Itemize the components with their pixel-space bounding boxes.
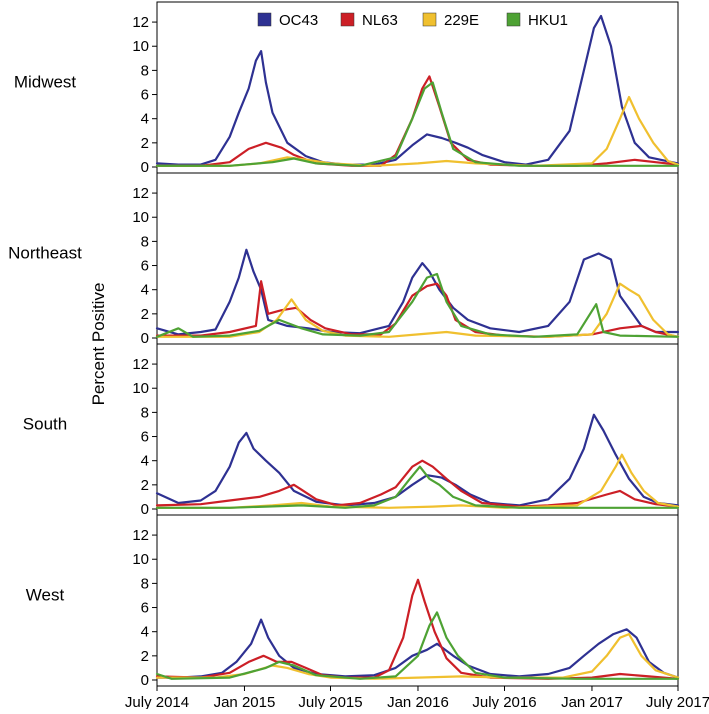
y-tick-label: 12 [132, 527, 149, 544]
y-tick-label: 8 [141, 404, 149, 421]
legend-swatch-229e [422, 12, 437, 27]
y-tick-label: 10 [132, 551, 149, 568]
y-axis-label: Percent Positive [89, 283, 108, 406]
panel-south: 0 2 4 6 8 10 12 South [23, 343, 680, 518]
x-tick-label: July 2014 [125, 694, 189, 709]
series-line-oc43 [155, 14, 680, 166]
legend-swatch-nl63 [340, 12, 355, 27]
y-tick-label: 8 [141, 575, 149, 592]
x-tick-label: Jan 2016 [387, 694, 449, 709]
series-line-oc43 [155, 618, 680, 679]
y-tick-label: 12 [132, 185, 149, 202]
panel-midwest: 0 2 4 6 8 10 12 Midwest [14, 1, 680, 176]
x-tick-label: July 2015 [298, 694, 362, 709]
legend-swatch-oc43 [257, 12, 272, 27]
y-tick-label: 10 [132, 380, 149, 397]
legend-label-hku1: HKU1 [528, 12, 568, 29]
legend-label-oc43: OC43 [279, 12, 318, 29]
panel-label-midwest: Midwest [14, 73, 77, 92]
y-tick-label: 6 [141, 429, 149, 446]
panel-label-south: South [23, 415, 67, 434]
legend-swatch-hku1 [506, 12, 521, 27]
y-tick-label: 4 [141, 624, 149, 641]
y-tick-label: 4 [141, 453, 149, 470]
x-tick-label: Jan 2017 [561, 694, 623, 709]
y-tick-label: 0 [141, 672, 149, 689]
series-line-oc43 [155, 248, 680, 336]
y-tick-label: 8 [141, 233, 149, 250]
y-tick-label: 12 [132, 356, 149, 373]
y-tick-label: 0 [141, 159, 149, 176]
panel-frame [156, 514, 679, 687]
y-tick-label: 2 [141, 135, 149, 152]
series-line-229e [155, 95, 680, 167]
x-tick-label: July 2016 [472, 694, 536, 709]
panel-label-west: West [26, 586, 65, 605]
y-tick-label: 0 [141, 330, 149, 347]
y-tick-label: 4 [141, 282, 149, 299]
x-tick-label: July 2017 [646, 694, 709, 709]
series-line-oc43 [155, 413, 680, 507]
legend-label-nl63: NL63 [362, 12, 398, 29]
panel-frame [156, 343, 679, 516]
series-line-hku1 [155, 465, 680, 509]
y-tick-label: 6 [141, 87, 149, 104]
y-tick-label: 2 [141, 477, 149, 494]
panel-west: 0 2 4 6 8 10 12 West [26, 514, 680, 689]
panel-label-northeast: Northeast [8, 244, 82, 263]
series-line-hku1 [155, 611, 680, 680]
y-tick-label: 4 [141, 111, 149, 128]
legend-label-229e: 229E [444, 12, 479, 29]
series-line-hku1 [155, 272, 680, 338]
y-tick-label: 10 [132, 209, 149, 226]
y-tick-label: 6 [141, 600, 149, 617]
panel-frame [156, 1, 679, 174]
y-tick-label: 2 [141, 648, 149, 665]
series-line-hku1 [155, 81, 680, 167]
y-tick-label: 6 [141, 258, 149, 275]
y-tick-label: 12 [132, 14, 149, 31]
panel-northeast: 0 2 4 6 8 10 12 Northeast [8, 172, 680, 347]
y-tick-label: 0 [141, 501, 149, 518]
y-tick-label: 10 [132, 38, 149, 55]
series-line-229e [155, 282, 680, 338]
series-line-nl63 [155, 459, 680, 508]
legend: OC43 NL63 229E HKU1 [257, 12, 568, 29]
x-tick-label: Jan 2015 [214, 694, 276, 709]
y-tick-label: 2 [141, 306, 149, 323]
y-tick-label: 8 [141, 62, 149, 79]
